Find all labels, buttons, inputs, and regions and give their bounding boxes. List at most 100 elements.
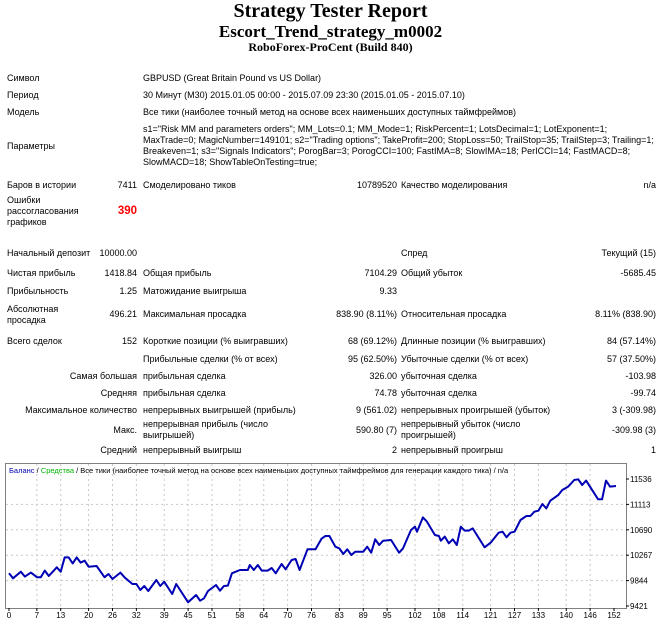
stat-value: 2 <box>391 445 397 455</box>
x-tick-label: 32 <box>132 611 141 620</box>
y-tick-label: 10267 <box>630 551 653 560</box>
legend-model: / Все тики (наиболее точный метод на осн… <box>74 466 509 475</box>
x-tick-label: 152 <box>607 611 621 620</box>
stat-label: Убыточные сделки (% от всех) <box>401 353 529 364</box>
stat-label: Матожидание выигрыша <box>143 286 247 296</box>
server-build: RoboForex-ProCent (Build 840) <box>248 40 413 54</box>
x-tick-label: 121 <box>484 611 498 620</box>
x-tick-label: 7 <box>35 611 40 620</box>
stat-row: Прибыльные сделки (% от всех) 95 (62.50%)… <box>0 350 661 368</box>
stat-row: Максимальное количество непрерывных выигр… <box>0 402 661 419</box>
y-tick-label: 9421 <box>630 602 648 611</box>
x-tick-label: 102 <box>408 611 422 620</box>
stat-label: Короткие позиции (% выигравших) <box>143 336 288 346</box>
x-tick-label: 89 <box>359 611 368 620</box>
stat-label: убыточная сделка <box>401 388 477 398</box>
info-label: Период <box>7 90 39 100</box>
legend-balance: Баланс <box>9 466 35 475</box>
stat-label: прибыльная сделка <box>143 371 226 381</box>
x-tick-label: 20 <box>84 611 93 620</box>
stat-value: 496.21 <box>109 309 137 319</box>
stat-label: Качество моделирования <box>401 179 508 190</box>
stat-group-label: Средняя <box>100 388 137 398</box>
stat-value: 9 (561.02) <box>355 405 397 415</box>
stat-row: Средний непрерывный выигрыш 2 непрерывный п… <box>0 441 661 460</box>
stat-group-label: Самая большая <box>69 371 137 381</box>
stat-label: Баров в истории <box>7 179 77 190</box>
x-tick-label: 64 <box>259 611 268 620</box>
stat-label: Общая прибыль <box>143 268 212 278</box>
stat-label: Ошибки рассогласования графиков <box>7 194 79 227</box>
stat-value: -309.98 (3) <box>611 424 656 435</box>
info-label: Модель <box>7 107 40 117</box>
stat-value: 84 (57.14%) <box>606 336 656 346</box>
legend-sep: / <box>35 466 41 475</box>
stat-label: непрерывный выигрыш <box>143 445 242 455</box>
stat-label: убыточная сделка <box>401 371 477 381</box>
stat-value: 7411 <box>117 179 137 190</box>
balance-line <box>8 478 617 604</box>
stat-label: непрерывный убыток (число проигрышей) <box>401 419 521 440</box>
stat-row: Средняя прибыльная сделка 74.78 убыточная с… <box>0 385 661 402</box>
stat-label: Относительная просадка <box>401 309 507 319</box>
stat-value: 1 <box>650 445 656 455</box>
y-tick-label: 10690 <box>630 526 653 535</box>
stat-label: непрерывная прибыль (число выигрышей) <box>143 419 269 440</box>
stat-value: 1418.84 <box>104 268 137 278</box>
stat-label: Начальный депозит <box>7 247 91 258</box>
stat-value: 390 <box>117 204 137 217</box>
x-tick-label: 146 <box>583 611 597 620</box>
x-tick-label: 13 <box>56 611 65 620</box>
stat-group-label: Средний <box>100 445 137 455</box>
stat-label: Общий убыток <box>401 268 463 278</box>
x-tick-label: 26 <box>108 611 117 620</box>
stat-value: 68 (69.12%) <box>347 336 397 346</box>
stat-value: 57 (37.50%) <box>606 353 656 364</box>
stat-group-label: Макс. <box>113 424 137 435</box>
legend-equity: Средства <box>41 466 75 475</box>
stat-row: Начальный депозит 10000.00 Спред Текущий (1… <box>0 241 661 265</box>
x-tick-label: 114 <box>456 611 469 620</box>
y-tick-label: 11113 <box>630 500 651 509</box>
stat-label: Максимальная просадка <box>143 309 247 319</box>
stat-row: Прибыльность 1.25 Матожидание выигрыша 9.33 <box>0 282 661 301</box>
stat-value: 326.00 <box>369 371 397 381</box>
stat-row: Ошибки рассогласования графиков 390 <box>0 193 661 229</box>
x-tick-label: 95 <box>383 611 392 620</box>
x-tick-label: 140 <box>560 611 574 620</box>
report-title: Strategy Tester Report <box>233 0 428 22</box>
stat-row: Самая большая прибыльная сделка 326.00 убыт… <box>0 368 661 385</box>
info-value: s1="Risk MM and parameters orders"; MM_L… <box>143 124 654 167</box>
stat-label: Длинные позиции (% выигравших) <box>401 336 546 346</box>
x-tick-label: 51 <box>208 611 217 620</box>
stat-label: непрерывный проигрыш <box>401 445 503 455</box>
stat-value: 9.33 <box>379 286 397 296</box>
stat-row: Макс. непрерывная прибыль (число выигрыше… <box>0 419 661 441</box>
info-value: 30 Минут (M30) 2015.01.05 00:00 - 2015.0… <box>143 90 465 100</box>
info-row: Период 30 Минут (M30) 2015.01.05 00:00 - … <box>0 87 661 104</box>
x-tick-label: 45 <box>184 611 193 620</box>
info-row: Параметры s1="Risk MM and parameters orde… <box>0 121 661 171</box>
stat-label: Абсолютная просадка <box>7 303 59 325</box>
stat-value: n/a <box>643 179 656 190</box>
info-label: Параметры <box>7 140 55 151</box>
plot-area <box>5 463 627 609</box>
stat-value: 10000.00 <box>99 247 137 258</box>
stat-row: Баров в истории 7411 Смоделировано тиков 10… <box>0 177 661 193</box>
stat-value: 3 (-309.98) <box>611 405 656 415</box>
x-tick-label: 108 <box>432 611 446 620</box>
stat-value: 74.78 <box>374 388 397 398</box>
stat-label: непрерывных проигрышей (убыток) <box>401 405 551 415</box>
stat-label: Всего сделок <box>7 336 62 346</box>
info-row: Символ GBPUSD (Great Britain Pound vs US … <box>0 70 661 87</box>
stat-label: прибыльная сделка <box>143 388 226 398</box>
stat-group-label: Максимальное количество <box>25 405 137 415</box>
stat-value: -99.74 <box>630 388 656 398</box>
x-tick-label: 70 <box>283 611 292 620</box>
stat-value: 10789520 <box>356 179 397 190</box>
x-tick-label: 83 <box>335 611 344 620</box>
stat-label: непрерывных выигрышей (прибыль) <box>143 405 296 415</box>
stat-label: Прибыльные сделки (% от всех) <box>143 353 278 364</box>
x-tick-label: 127 <box>508 611 522 620</box>
stat-label: Чистая прибыль <box>7 268 76 278</box>
